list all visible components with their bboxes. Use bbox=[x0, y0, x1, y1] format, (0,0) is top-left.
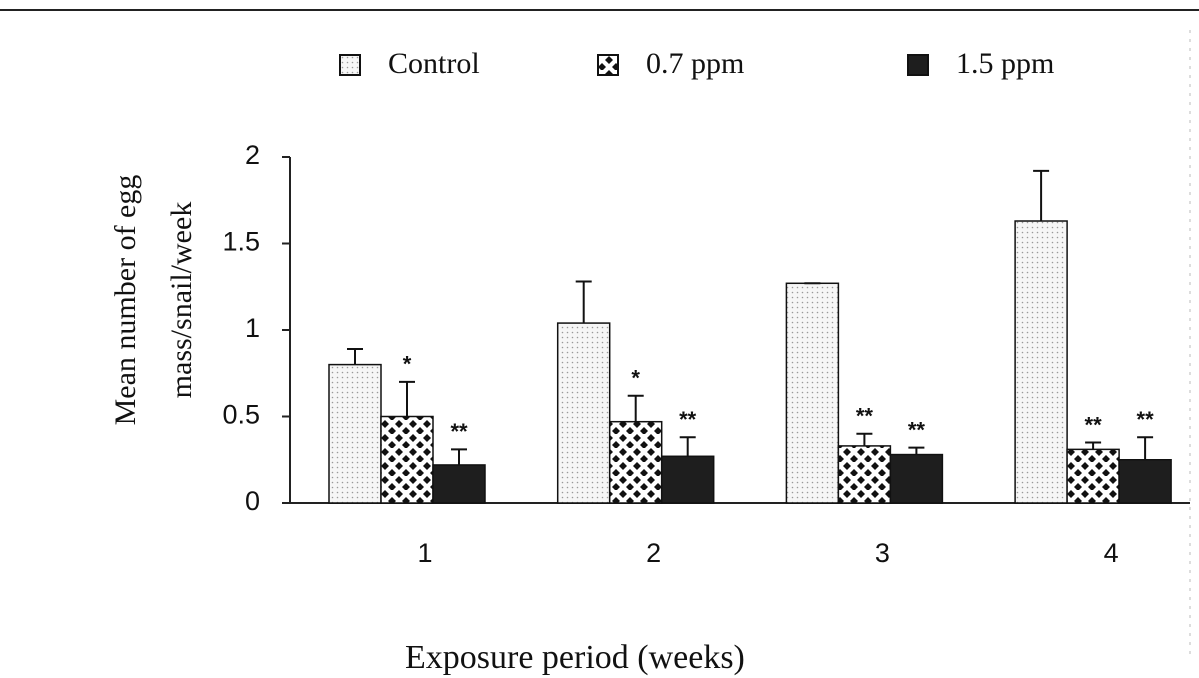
bar bbox=[1118, 459, 1172, 504]
bar bbox=[556, 322, 611, 504]
bar bbox=[328, 363, 382, 504]
significance-label: ** bbox=[679, 407, 697, 432]
error-bar bbox=[347, 348, 363, 365]
bar bbox=[380, 415, 434, 504]
x-tick-label: 4 bbox=[1104, 538, 1119, 568]
significance-label: ** bbox=[908, 417, 926, 442]
x-tick-label: 3 bbox=[875, 538, 890, 568]
error-bar bbox=[856, 432, 873, 446]
bar bbox=[660, 455, 715, 504]
error-bar bbox=[679, 436, 696, 457]
y-tick-label: 0 bbox=[245, 486, 260, 516]
error-bar bbox=[1033, 169, 1050, 222]
legend-swatch bbox=[339, 54, 361, 76]
significance-label: ** bbox=[450, 419, 468, 444]
y-tick-label: 1.5 bbox=[222, 227, 260, 257]
legend-label: 1.5 ppm bbox=[956, 47, 1054, 80]
error-bar bbox=[627, 394, 644, 422]
y-tick-label: 0.5 bbox=[222, 400, 260, 430]
bar bbox=[1014, 220, 1068, 504]
bar bbox=[1066, 448, 1120, 504]
error-bar bbox=[1085, 441, 1102, 450]
significance-label: * bbox=[631, 366, 640, 391]
significance-label: * bbox=[403, 352, 412, 377]
legend-swatch bbox=[907, 54, 929, 76]
legend-swatch bbox=[597, 54, 619, 76]
y-tick-label: 1 bbox=[245, 313, 260, 343]
error-bar bbox=[908, 446, 925, 455]
bar bbox=[889, 453, 944, 504]
bar bbox=[837, 445, 892, 504]
bar bbox=[608, 420, 663, 504]
x-tick-label: 1 bbox=[417, 538, 432, 568]
significance-label: ** bbox=[1085, 412, 1103, 437]
significance-label: ** bbox=[856, 404, 874, 429]
error-bar bbox=[575, 280, 592, 324]
x-axis-label: Exposure period (weeks) bbox=[405, 639, 745, 676]
legend-label: Control bbox=[388, 47, 480, 80]
y-tick-label: 2 bbox=[245, 140, 260, 170]
error-bar bbox=[399, 380, 415, 417]
error-bar bbox=[1137, 436, 1154, 460]
bar bbox=[432, 464, 486, 504]
error-bar bbox=[451, 448, 467, 465]
x-tick-label: 2 bbox=[646, 538, 661, 568]
significance-label: ** bbox=[1137, 407, 1155, 432]
bar bbox=[785, 282, 840, 504]
y-axis-label: Mean number of egg bbox=[109, 175, 142, 426]
legend-label: 0.7 ppm bbox=[646, 47, 744, 80]
y-axis-label: mass/snail/week bbox=[165, 202, 198, 399]
